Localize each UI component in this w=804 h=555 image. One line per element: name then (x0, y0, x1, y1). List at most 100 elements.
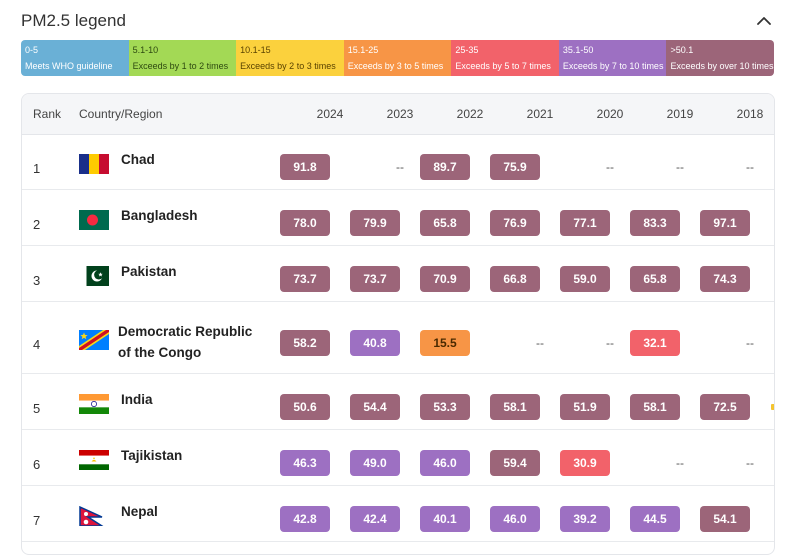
pm25-value[interactable]: 73.7 (280, 265, 330, 292)
pm25-value[interactable]: 83.3 (630, 209, 680, 236)
empty-value: -- (746, 335, 754, 350)
legend-description: Exceeds by 5 to 7 times (455, 61, 551, 71)
pm25-value[interactable]: 65.8 (420, 209, 470, 236)
legend-description: Meets WHO guideline (25, 61, 113, 71)
pm25-value[interactable]: 40.8 (350, 329, 400, 356)
table-row[interactable]: 7 Nepal 42.8 42.4 40.1 46.0 39.2 44.5 54.1 (22, 486, 774, 542)
legend-segment: 5.1-10 Exceeds by 1 to 2 times (128, 40, 237, 76)
legend-range: 5.1-10 (132, 45, 159, 55)
country-header[interactable]: Country/Region (79, 107, 163, 121)
rank-cell: 2 (33, 216, 41, 232)
pm25-value[interactable]: 97.1 (700, 209, 750, 236)
legend-range: 10.1-15 (240, 45, 271, 55)
empty-value: -- (396, 159, 404, 174)
pm25-value[interactable]: 53.3 (420, 393, 470, 420)
pm25-value[interactable]: 77.1 (560, 209, 610, 236)
year-header[interactable]: 2022 (456, 107, 484, 121)
pm25-value[interactable]: 73.7 (350, 265, 400, 292)
pm25-value[interactable]: 58.1 (490, 393, 540, 420)
country-name[interactable]: Democratic Republic of the Congo (118, 323, 253, 360)
pm25-value[interactable]: 89.7 (420, 153, 470, 180)
legend-segment: 0-5 Meets WHO guideline (21, 40, 129, 76)
year-header[interactable]: 2023 (386, 107, 414, 121)
chad-flag-icon (79, 153, 109, 174)
empty-value: -- (676, 159, 684, 174)
pm25-ranking-table: Rank Country/Region 2024 2023 2022 2021 2020… (21, 93, 775, 555)
pm25-value[interactable]: 72.5 (700, 393, 750, 420)
pm25-value[interactable]: 50.6 (280, 393, 330, 420)
year-header[interactable]: 2020 (596, 107, 624, 121)
table-row[interactable]: 3 Pakistan 73.7 73.7 70.9 66.8 59.0 65.8 74.3 (22, 246, 774, 302)
country-name[interactable]: Nepal (121, 503, 158, 519)
year-header[interactable]: 2021 (526, 107, 554, 121)
bangladesh-flag-icon (79, 209, 109, 230)
year-header[interactable]: 2019 (666, 107, 694, 121)
pm25-value[interactable]: 39.2 (560, 505, 610, 532)
legend-description: Exceeds by 3 to 5 times (347, 61, 444, 71)
pm25-value[interactable]: 49.0 (350, 449, 400, 476)
rank-cell: 5 (33, 400, 41, 416)
country-name[interactable]: Chad (121, 151, 155, 167)
legend-description: Exceeds by 1 to 2 times (132, 61, 229, 71)
legend-segment: 25-35 Exceeds by 5 to 7 times (451, 40, 559, 76)
country-name[interactable]: Tajikistan (121, 447, 183, 463)
pm25-value[interactable]: 32.1 (630, 329, 680, 356)
legend-segment: 15.1-25 Exceeds by 3 to 5 times (343, 40, 452, 76)
table-row[interactable]: 2 Bangladesh 78.0 79.9 65.8 76.9 77.1 83.3 97.1 (22, 190, 774, 246)
legend-description: Exceeds by 2 to 3 times (240, 61, 336, 71)
legend-segment: 35.1-50 Exceeds by 7 to 10 times (558, 40, 667, 76)
chevron-up-icon[interactable] (755, 12, 773, 30)
pm25-value[interactable]: 44.5 (630, 505, 680, 532)
pm25-value[interactable]: 40.1 (420, 505, 470, 532)
empty-value: -- (746, 159, 754, 174)
pm25-value[interactable]: 79.9 (350, 209, 400, 236)
pm25-value[interactable]: 51.9 (560, 393, 610, 420)
rank-cell: 3 (33, 272, 41, 288)
rank-cell: 6 (33, 456, 41, 472)
country-name[interactable]: Pakistan (121, 263, 177, 279)
pm25-value[interactable]: 59.4 (490, 449, 540, 476)
table-row[interactable]: 6 Tajikistan 46.3 49.0 46.0 59.4 30.9 -- -- (22, 430, 774, 486)
legend-range: >50.1 (670, 45, 694, 55)
pm25-value[interactable]: 78.0 (280, 209, 330, 236)
empty-value: -- (536, 335, 544, 350)
rank-header[interactable]: Rank (33, 107, 62, 121)
pm25-value[interactable]: 66.8 (490, 265, 540, 292)
empty-value: -- (746, 455, 754, 470)
pm25-value[interactable]: 65.8 (630, 265, 680, 292)
table-header: Rank Country/Region 2024 2023 2022 2021 2020… (22, 94, 774, 135)
table-row[interactable]: 1 Chad 91.8 -- 89.7 75.9 -- -- -- (22, 134, 774, 190)
pm25-value[interactable]: 42.4 (350, 505, 400, 532)
pm25-value[interactable]: 54.1 (700, 505, 750, 532)
legend-segment: >50.1 Exceeds by over 10 times (666, 40, 774, 76)
pm25-value[interactable]: 46.0 (420, 449, 470, 476)
legend-segment: 10.1-15 Exceeds by 2 to 3 times (236, 40, 344, 76)
rank-cell: 7 (33, 512, 41, 528)
table-row[interactable]: 4 Democratic Republic of the Congo 58.2 40.… (22, 302, 774, 374)
pm25-value[interactable]: 30.9 (560, 449, 610, 476)
pm25-value[interactable]: 91.8 (280, 153, 330, 180)
country-name[interactable]: India (121, 391, 153, 407)
india-flag-icon (79, 393, 109, 414)
pm25-value[interactable]: 76.9 (490, 209, 540, 236)
pm25-value[interactable]: 58.1 (630, 393, 680, 420)
pm25-value[interactable]: 70.9 (420, 265, 470, 292)
drc-flag-icon (79, 329, 109, 350)
legend-range: 15.1-25 (347, 45, 379, 55)
year-header[interactable]: 2018 (736, 107, 764, 121)
pm25-value[interactable]: 58.2 (280, 329, 330, 356)
pm25-value[interactable]: 74.3 (700, 265, 750, 292)
year-header[interactable]: 2024 (316, 107, 344, 121)
pm25-value[interactable]: 54.4 (350, 393, 400, 420)
pm25-value[interactable]: 46.3 (280, 449, 330, 476)
rank-cell: 1 (33, 160, 41, 176)
pakistan-flag-icon (79, 265, 109, 286)
rank-cell: 4 (33, 336, 41, 352)
pm25-value[interactable]: 15.5 (420, 329, 470, 356)
pm25-value[interactable]: 75.9 (490, 153, 540, 180)
pm25-value[interactable]: 59.0 (560, 265, 610, 292)
pm25-value[interactable]: 42.8 (280, 505, 330, 532)
country-name[interactable]: Bangladesh (121, 207, 198, 223)
table-row[interactable]: 5 India 50.6 54.4 53.3 58.1 51.9 58.1 72.5 (22, 374, 774, 430)
pm25-value[interactable]: 46.0 (490, 505, 540, 532)
